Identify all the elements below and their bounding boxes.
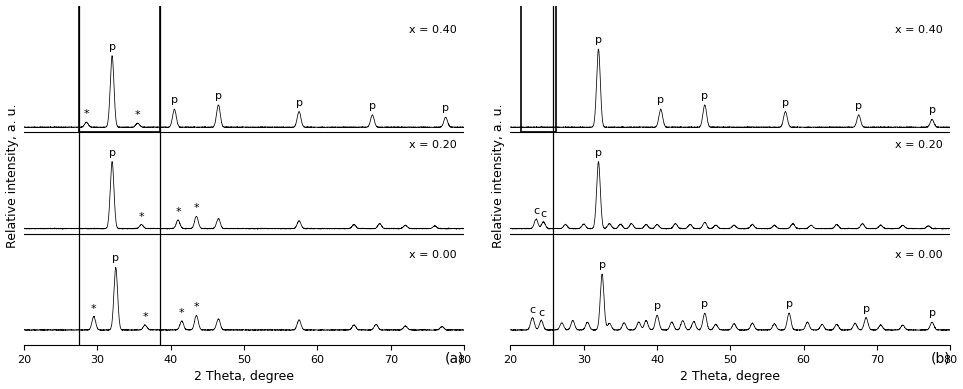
Text: p: p: [701, 91, 708, 101]
Text: *: *: [84, 109, 90, 119]
Text: p: p: [658, 95, 664, 105]
Text: x = 0.20: x = 0.20: [896, 140, 943, 151]
Text: x = 0.00: x = 0.00: [409, 251, 456, 260]
Text: p: p: [863, 304, 870, 314]
Text: (b): (b): [930, 352, 950, 366]
Text: *: *: [175, 207, 181, 217]
Y-axis label: Relative intensity, a. u.: Relative intensity, a. u.: [492, 103, 505, 248]
Text: p: p: [928, 308, 935, 318]
Text: x = 0.40: x = 0.40: [409, 25, 456, 35]
Text: p: p: [296, 98, 302, 107]
Text: p: p: [786, 299, 793, 309]
Text: x = 0.20: x = 0.20: [409, 140, 456, 151]
Text: x = 0.00: x = 0.00: [896, 251, 943, 260]
X-axis label: 2 Theta, degree: 2 Theta, degree: [195, 370, 294, 384]
Y-axis label: Relative intensity, a. u.: Relative intensity, a. u.: [6, 103, 18, 248]
Text: c: c: [530, 305, 535, 315]
Text: p: p: [595, 147, 602, 158]
Text: *: *: [179, 308, 185, 318]
Text: p: p: [701, 299, 708, 309]
Text: (a): (a): [445, 352, 464, 366]
X-axis label: 2 Theta, degree: 2 Theta, degree: [681, 370, 780, 384]
Text: p: p: [109, 42, 116, 52]
Text: p: p: [109, 147, 116, 158]
Bar: [79, 0, 160, 132]
Bar: [522, 0, 556, 132]
Text: p: p: [369, 101, 376, 111]
Text: p: p: [654, 301, 661, 312]
Text: c: c: [540, 209, 547, 219]
Text: p: p: [855, 101, 862, 111]
Text: c: c: [534, 206, 539, 216]
Text: p: p: [113, 254, 119, 263]
Text: p: p: [215, 91, 221, 101]
Text: c: c: [538, 308, 544, 317]
Text: p: p: [928, 105, 935, 116]
Text: *: *: [143, 312, 148, 322]
Text: *: *: [135, 110, 141, 120]
Text: x = 0.40: x = 0.40: [896, 25, 943, 35]
Text: p: p: [782, 98, 789, 107]
Text: p: p: [599, 260, 606, 270]
Text: *: *: [91, 303, 96, 314]
Text: *: *: [139, 212, 144, 221]
Text: *: *: [194, 302, 199, 312]
Text: p: p: [170, 95, 178, 105]
Text: p: p: [595, 35, 602, 45]
Text: p: p: [442, 103, 449, 113]
Text: *: *: [194, 203, 199, 213]
